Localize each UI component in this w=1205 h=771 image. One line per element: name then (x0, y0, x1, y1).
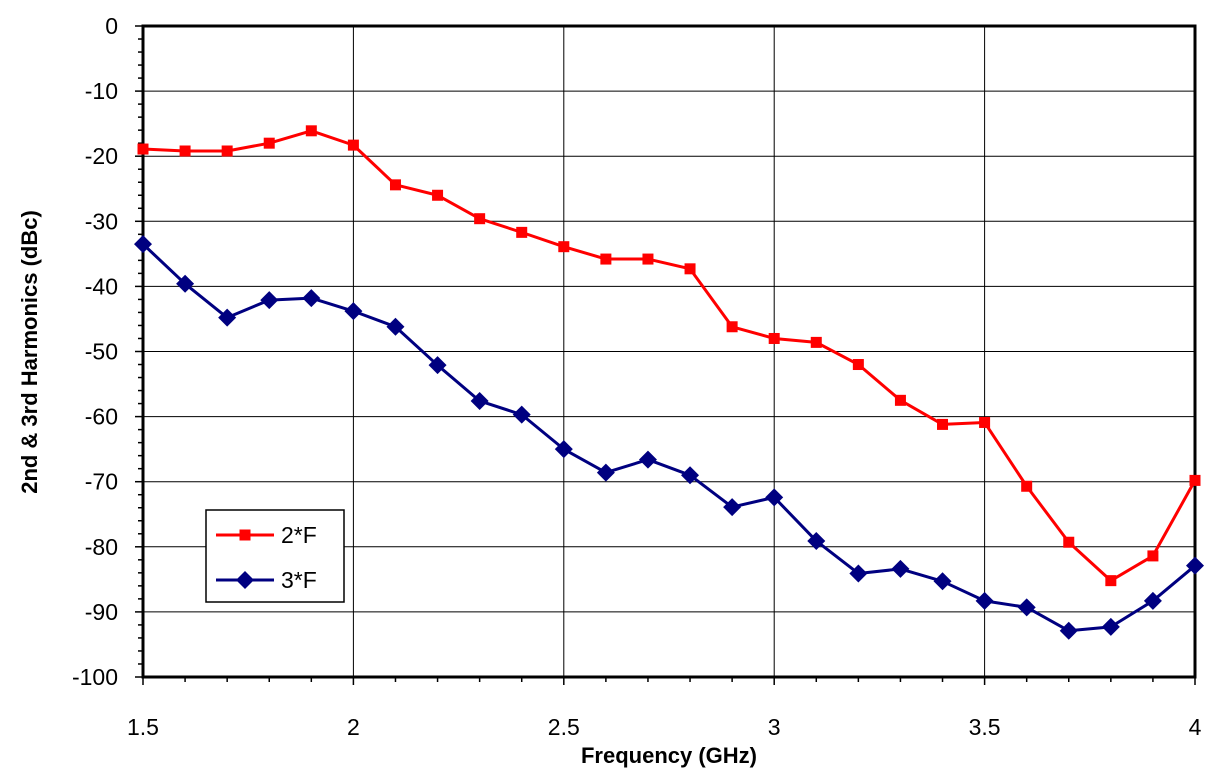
data-point-2f (474, 213, 486, 225)
series-2f (137, 125, 1201, 587)
data-point-2f (347, 139, 359, 151)
x-tick-label: 3.5 (969, 714, 1001, 740)
data-point-2f (1189, 474, 1201, 486)
data-point-3f (1186, 556, 1204, 575)
data-point-3f (134, 235, 152, 254)
data-point-2f (937, 418, 949, 430)
data-point-3f (302, 289, 321, 308)
data-point-3f (218, 308, 237, 327)
x-tick-label: 2.5 (548, 714, 580, 740)
y-tick-label: -80 (85, 534, 118, 560)
x-tick-label: 4 (1189, 714, 1202, 740)
data-point-3f (807, 531, 826, 550)
data-point-2f (263, 137, 275, 149)
data-point-2f (1147, 550, 1159, 562)
y-tick-label: -30 (85, 208, 118, 234)
data-point-2f (1021, 480, 1033, 492)
x-tick-label: 3 (768, 714, 781, 740)
data-point-3f (512, 405, 531, 424)
tick-marks (135, 25, 1196, 685)
y-axis-title: 2nd & 3rd Harmonics (dBc) (17, 210, 42, 494)
y-tick-label: -40 (85, 273, 118, 299)
legend: 2*F 3*F (205, 509, 345, 603)
data-point-3f (1017, 598, 1036, 617)
series-3f (134, 235, 1204, 640)
data-point-2f (768, 332, 780, 344)
legend-label-3f: 3*F (281, 567, 317, 593)
y-tick-label: -100 (72, 664, 118, 690)
data-point-2f (221, 145, 233, 157)
data-point-3f (723, 498, 742, 517)
y-axis-tick-labels: 0 -10 -20 -30 -40 -50 -60 -70 -80 -90 -100 (72, 13, 118, 690)
y-tick-label: -20 (85, 143, 118, 169)
data-point-2f (894, 394, 906, 406)
data-point-3f (849, 564, 868, 583)
data-point-3f (1101, 617, 1120, 636)
data-point-3f (554, 440, 573, 459)
data-point-3f (765, 488, 784, 507)
data-point-2f (642, 253, 654, 265)
series-line-2f (142, 129, 1197, 583)
legend-box (205, 509, 345, 603)
data-point-3f (344, 302, 363, 321)
data-point-3f (176, 274, 195, 293)
x-tick-label: 1.5 (127, 714, 159, 740)
data-point-2f (137, 143, 149, 155)
data-point-2f (432, 189, 444, 201)
data-point-2f (558, 241, 570, 253)
data-point-2f (1063, 536, 1075, 548)
data-point-3f (470, 391, 489, 410)
data-point-2f (305, 125, 317, 137)
x-axis-tick-labels: 1.5 2 2.5 3 3.5 4 (127, 714, 1202, 740)
data-point-3f (891, 559, 910, 578)
data-point-2f (179, 145, 191, 157)
data-point-2f (810, 336, 822, 348)
legend-label-2f: 2*F (281, 522, 317, 548)
y-tick-label: -90 (85, 599, 118, 625)
gridlines (143, 26, 1195, 677)
data-point-2f (684, 263, 696, 275)
data-point-3f (1059, 621, 1078, 640)
legend-marker-3f (236, 571, 254, 589)
data-point-3f (260, 291, 279, 310)
data-point-2f (852, 359, 864, 371)
y-tick-label: -10 (85, 78, 118, 104)
data-point-3f (386, 317, 405, 336)
data-point-2f (726, 321, 738, 333)
x-tick-label: 2 (347, 714, 360, 740)
data-point-2f (600, 253, 612, 265)
data-point-3f (638, 450, 657, 469)
data-point-3f (1143, 591, 1162, 610)
data-point-3f (681, 466, 700, 485)
y-tick-label: -50 (85, 339, 118, 365)
legend-marker-2f (239, 529, 251, 541)
data-point-3f (975, 591, 994, 610)
y-tick-label: -70 (85, 469, 118, 495)
data-point-2f (389, 179, 401, 191)
data-point-2f (516, 226, 528, 238)
data-point-3f (428, 356, 447, 375)
data-point-3f (933, 572, 952, 591)
data-point-3f (596, 463, 615, 482)
x-axis-title: Frequency (GHz) (581, 743, 757, 768)
y-tick-label: -60 (85, 404, 118, 430)
data-point-2f (1105, 575, 1117, 587)
y-tick-label: 0 (105, 13, 118, 39)
data-point-2f (979, 416, 991, 428)
series-layer (134, 125, 1204, 640)
